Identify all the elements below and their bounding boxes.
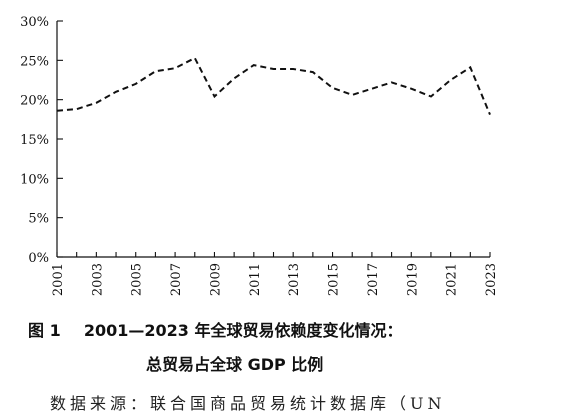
x-tick-label: 2003 — [90, 263, 105, 296]
y-tick-label: 20% — [20, 94, 49, 109]
figure-label: 图 1 — [28, 321, 61, 340]
y-axis: 0% 5% 10% 15% 20% 25% 30% — [20, 15, 63, 266]
x-tick-label: 2021 — [445, 263, 460, 296]
line-chart: 0% 5% 10% 15% 20% 25% 30% 2001 2003 2005 2007 2009… — [20, 15, 499, 296]
x-tick-label: 2007 — [169, 263, 184, 296]
figure-title-line2: 总贸易占全球 GDP 比例 — [146, 355, 324, 374]
y-tick-label: 25% — [20, 54, 49, 69]
x-axis: 2001 2003 2005 2007 2009 2011 2013 2015 2017 2019… — [51, 252, 499, 296]
data-source-note: 数据来源：联合国商品贸易统计数据库（UN — [50, 394, 446, 413]
y-tick-label: 30% — [20, 15, 49, 30]
x-tick-label: 2011 — [248, 263, 263, 296]
x-tick-label: 2015 — [327, 263, 342, 296]
series-line-trade-dependence — [56, 56, 491, 115]
x-tick-label: 2013 — [287, 263, 302, 296]
y-tick-label: 5% — [28, 212, 49, 227]
series-layer — [56, 56, 491, 115]
x-tick-label: 2005 — [130, 263, 145, 296]
figure-caption: 图 1 2001—2023 年全球贸易依赖度变化情况： — [28, 318, 548, 344]
y-tick-label: 0% — [28, 251, 49, 266]
x-tick-label: 2017 — [366, 263, 381, 296]
figure-title-line1: 2001—2023 年全球贸易依赖度变化情况： — [83, 321, 403, 340]
x-tick-label: 2023 — [484, 263, 499, 296]
y-tick-label: 15% — [20, 133, 49, 148]
x-tick-label: 2001 — [51, 263, 66, 296]
x-tick-label: 2009 — [208, 263, 223, 296]
y-tick-label: 10% — [20, 172, 49, 187]
x-tick-label: 2019 — [405, 263, 420, 296]
